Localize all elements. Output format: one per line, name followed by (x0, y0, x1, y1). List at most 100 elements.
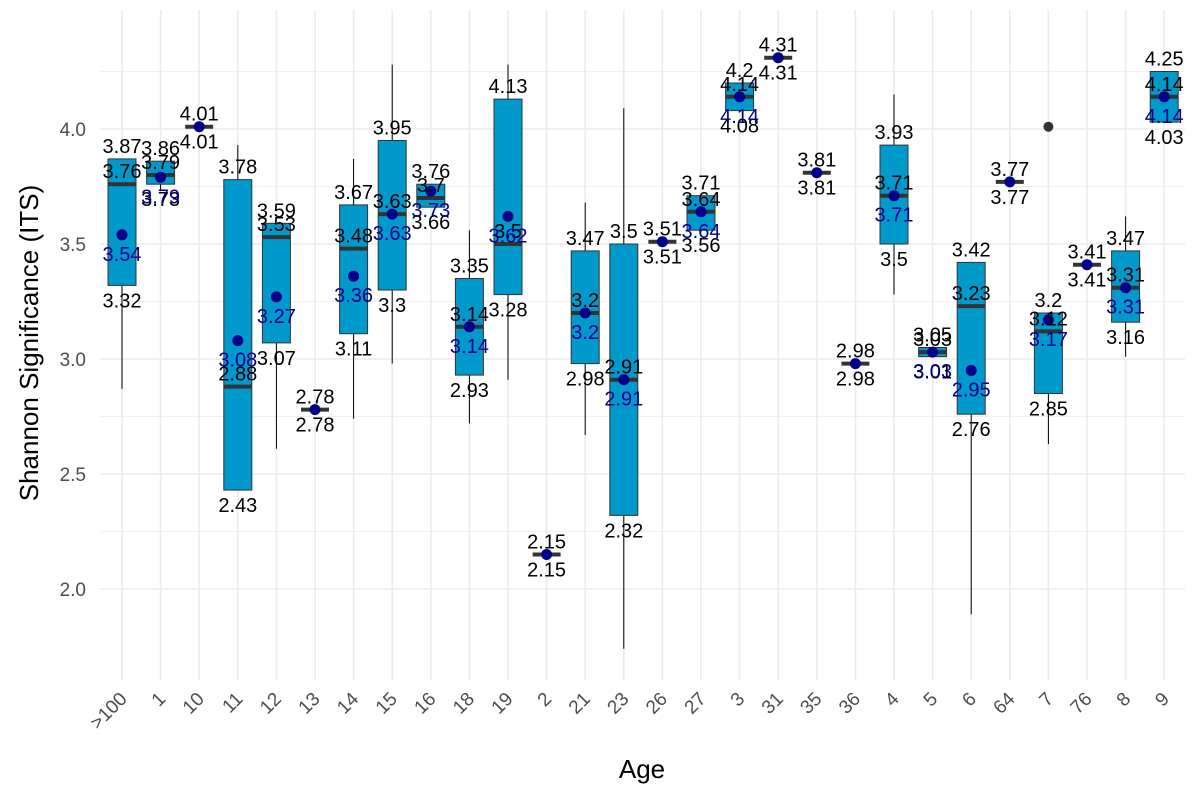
q3-label: 3.67 (334, 182, 373, 204)
x-tick-label: 35 (797, 689, 827, 719)
box-18 (454, 230, 484, 424)
mean-point (656, 236, 668, 248)
median-label: 3.53 (257, 214, 296, 236)
box-12 (261, 222, 291, 449)
box-1 (146, 160, 176, 192)
box-21 (570, 202, 600, 435)
box-body (339, 204, 369, 335)
x-tick-label: 18 (449, 689, 479, 719)
mean-label: 3.36 (334, 285, 373, 307)
q3-label: 2.15 (527, 532, 566, 554)
mean-label: 3.17 (1029, 329, 1068, 351)
x-tick-label: 23 (604, 689, 634, 719)
x-tick-label: 36 (835, 689, 865, 719)
q3-label: 2.78 (296, 387, 335, 409)
y-tick-label: 4.0 (60, 120, 86, 141)
y-tick-label: 3.5 (60, 235, 86, 256)
mean-label: 3.14 (450, 336, 489, 358)
x-tick-label: 27 (681, 689, 711, 719)
box-body (956, 261, 986, 415)
value-labels: 3.873.763.323.543.863.793.733.794.014.01… (103, 35, 1184, 582)
mean-point (1081, 259, 1093, 271)
q3-label: 4.01 (180, 104, 219, 126)
mean-point (772, 52, 784, 64)
q1-label: 3.81 (797, 178, 836, 200)
q3-label: 3.71 (682, 173, 721, 195)
mean-point (927, 346, 939, 358)
q1-label: 2.43 (218, 495, 257, 517)
y-tick-label: 2.0 (60, 580, 86, 601)
box-13 (301, 404, 329, 416)
mean-point (579, 307, 591, 319)
q1-label: 3.32 (103, 290, 142, 312)
grid-lines (100, 10, 1185, 680)
median-label: 3.7 (417, 175, 445, 197)
q3-label: 3.93 (875, 122, 914, 144)
mean-point (155, 171, 167, 183)
box-3 (725, 82, 755, 112)
box-76 (1073, 259, 1101, 271)
y-axis-title: Shannon Significance (ITS) (14, 185, 44, 502)
q3-label: 3.2 (1034, 290, 1062, 312)
mean-point (1042, 314, 1054, 326)
x-tick-label: 19 (488, 689, 518, 719)
q3-label: 3.86 (141, 138, 180, 160)
mean-label: 2.91 (604, 389, 643, 411)
box-27 (686, 195, 716, 231)
q3-label: 3.87 (103, 136, 142, 158)
x-tick-label: 13 (295, 689, 325, 719)
median-label: 4.14 (720, 74, 759, 96)
mean-label: 3.71 (875, 205, 914, 227)
q3-label: 3.42 (952, 239, 991, 261)
mean-label: 3.63 (373, 223, 412, 245)
mean-label: 3.54 (103, 244, 142, 266)
box-body (570, 250, 600, 365)
q3-label: 3.95 (373, 118, 412, 140)
q1-label: 3.73 (141, 189, 180, 211)
q1-label: 2.32 (604, 520, 643, 542)
x-tick-label: 14 (333, 688, 363, 718)
q3-label: 4.31 (759, 35, 798, 57)
box-36 (841, 358, 870, 370)
q3-label: 4.25 (1145, 49, 1184, 71)
q1-label: 2.85 (1029, 399, 1068, 421)
box-35 (802, 167, 831, 179)
x-axis-title: Age (619, 754, 665, 784)
median-label: 2.88 (218, 364, 257, 386)
x-tick-label: 3 (727, 689, 749, 711)
box-5 (918, 346, 948, 358)
mean-label: 3.08 (218, 350, 257, 372)
q1-label: 3.51 (643, 247, 682, 269)
q1-label: 2.15 (527, 560, 566, 582)
box-7 (1033, 121, 1063, 445)
mean-label: 3.31 (1106, 297, 1145, 319)
q1-label: 3.41 (1068, 270, 1107, 292)
q1-label: 2.93 (450, 380, 489, 402)
mean-point (232, 335, 244, 347)
median-label: 3.12 (1029, 308, 1068, 330)
q1-label: 3.77 (990, 187, 1029, 209)
box-14 (339, 158, 369, 419)
median-label: 3.63 (373, 191, 412, 213)
q1-label: 3.56 (682, 235, 721, 257)
box-9 (1149, 71, 1179, 123)
x-tick-label: 21 (565, 689, 595, 719)
x-tick-label: 26 (642, 689, 672, 719)
outlier-point (1043, 121, 1054, 132)
q1-label: 2.98 (566, 369, 605, 391)
q1-label: 2.98 (836, 369, 875, 391)
box-15 (377, 64, 407, 364)
q3-label: 3.35 (450, 256, 489, 278)
mean-label: 3.62 (489, 225, 528, 247)
box-4 (879, 94, 909, 295)
x-tick-label: 2 (534, 689, 556, 711)
y-axis: 2.0 2.5 3.0 3.5 4.0 (60, 120, 86, 601)
mean-point (348, 270, 360, 282)
q3-label: 3.77 (990, 159, 1029, 181)
mean-label: 3.73 (411, 200, 450, 222)
mean-label: 4.14 (1145, 106, 1184, 128)
mean-point (888, 190, 900, 202)
mean-point (502, 210, 514, 222)
x-tick-label: 10 (179, 689, 209, 719)
mean-label: 3.27 (257, 306, 296, 328)
